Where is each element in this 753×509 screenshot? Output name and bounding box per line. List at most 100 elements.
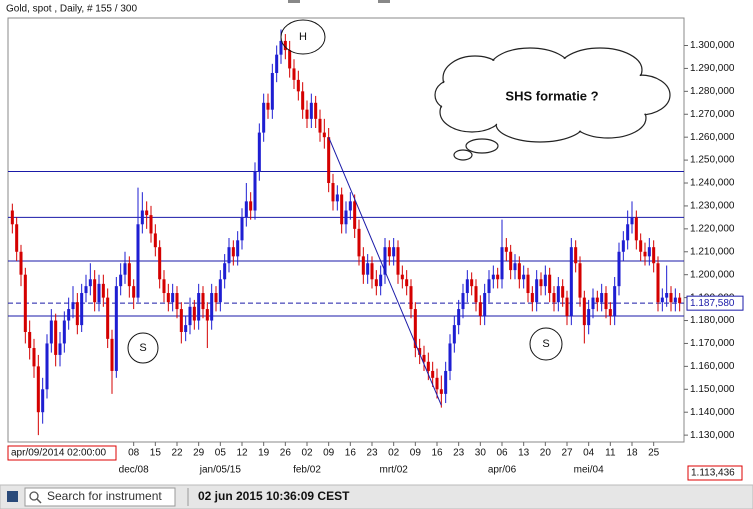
candle-body (379, 274, 383, 287)
candle-body (97, 283, 101, 303)
candle-body (426, 361, 430, 371)
candle-body (643, 251, 647, 257)
month-label: jan/05/15 (199, 465, 242, 476)
candle-body (214, 293, 218, 303)
candle-body (435, 377, 439, 390)
candle-body (19, 251, 23, 275)
candle-body (249, 201, 253, 211)
candle-body (275, 54, 279, 74)
x-tick-label: 16 (431, 448, 443, 459)
candle-body (543, 274, 547, 287)
candle-body (140, 210, 144, 225)
candle-body (470, 279, 474, 287)
candle-body (561, 286, 565, 298)
candle-body (621, 240, 625, 252)
y-tick-label: 1.140,000 (690, 407, 735, 418)
candle-body (45, 343, 49, 390)
candle-body (106, 297, 110, 339)
candle-body (331, 183, 335, 202)
x-tick-label: 23 (453, 448, 465, 459)
candle-body (197, 293, 201, 321)
candle-body (478, 302, 482, 316)
candle-body (49, 320, 53, 344)
annotation-circle (280, 19, 326, 55)
search-icon (29, 491, 39, 501)
current-price-label: 1.187,580 (690, 298, 735, 309)
window-control[interactable] (288, 0, 300, 3)
candle-body (656, 263, 660, 303)
candle-body (357, 228, 361, 257)
month-label: feb/02 (293, 465, 321, 476)
candle-body (266, 102, 270, 110)
y-tick-label: 1.220,000 (690, 223, 735, 234)
marks: 1.130,000 1.140,000 1.150,000 1.160,000 1.17… (8, 29, 744, 476)
candle-body (409, 286, 413, 310)
candle-body (296, 79, 300, 92)
candle-body (340, 194, 344, 225)
candle-body (396, 247, 400, 275)
window-control[interactable] (378, 0, 390, 3)
y-tick-label: 1.150,000 (690, 384, 735, 395)
month-label: dec/08 (119, 465, 149, 476)
candle-body (283, 40, 287, 51)
candle-body (58, 343, 62, 355)
candle-body (218, 279, 222, 303)
x-tick-label: 15 (150, 448, 162, 459)
search-box[interactable] (24, 487, 176, 507)
search-placeholder[interactable]: Search for instrument (47, 489, 162, 503)
candle-body (305, 109, 309, 119)
x-tick-label: 12 (236, 448, 248, 459)
candle-body (574, 247, 578, 264)
candle-body (227, 247, 231, 264)
y-tick-label: 1.290,000 (690, 63, 735, 74)
annotation-label: S (139, 342, 146, 354)
x-tick-label: 18 (626, 448, 638, 459)
candle-body (101, 283, 105, 298)
month-label: mei/04 (574, 465, 604, 476)
candle-body (110, 338, 114, 371)
annotation-circle (127, 332, 159, 364)
candle-body (439, 389, 443, 394)
thought-cloud (434, 47, 671, 161)
candle-body (162, 279, 166, 294)
candle-body (327, 137, 331, 184)
candle-body (145, 210, 149, 216)
candle-body (578, 263, 582, 298)
candle-body (444, 370, 448, 394)
candle-body (530, 293, 534, 303)
y-tick-label: 1.210,000 (690, 246, 735, 257)
candle-body (526, 274, 530, 294)
candle-body (630, 217, 634, 225)
y-tick-label: 1.240,000 (690, 178, 735, 189)
candle-body (474, 286, 478, 303)
candle-body (652, 247, 656, 264)
candle-body (457, 309, 461, 326)
toolbar-icon[interactable] (7, 491, 18, 502)
candle-body (15, 224, 19, 252)
candle-body (123, 263, 127, 275)
candle-body (288, 50, 292, 69)
annotation-circle (529, 327, 563, 361)
candle-body (184, 325, 188, 332)
candle-body (67, 309, 71, 321)
candle-body (201, 293, 205, 310)
candle-body (509, 251, 513, 271)
x-tick-label: 02 (301, 448, 313, 459)
candle-body (54, 320, 58, 355)
candle-body (132, 286, 136, 298)
x-tick-label: 19 (258, 448, 270, 459)
candle-body (314, 102, 318, 119)
candle-body (452, 325, 456, 344)
candle-body (171, 293, 175, 303)
candle-body (556, 286, 560, 303)
x-tick-label: 11 (605, 448, 616, 459)
x-tick-label: 20 (540, 448, 552, 459)
candle-body (387, 247, 391, 257)
y-tick-label: 1.300,000 (690, 40, 735, 51)
candle-body (678, 297, 682, 304)
month-label: mrt/02 (379, 465, 408, 476)
cursor-date: apr/09/2014 02:00:00 (11, 448, 107, 459)
candle-body (75, 302, 79, 326)
x-tick-label: 13 (518, 448, 530, 459)
candle-body (522, 274, 526, 280)
